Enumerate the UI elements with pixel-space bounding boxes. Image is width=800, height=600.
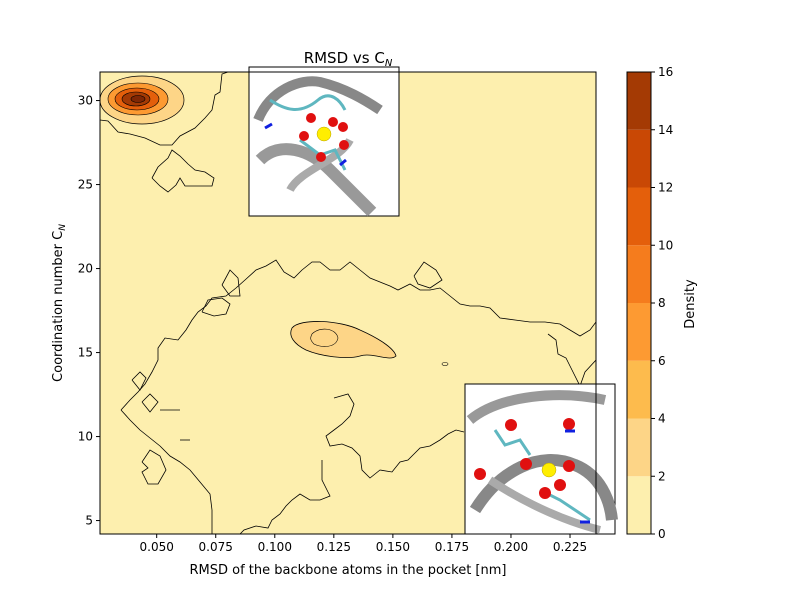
ribbon-1	[253, 76, 383, 123]
metal-ion	[541, 462, 557, 478]
oxygen-atom	[338, 122, 348, 132]
contour-island-2	[201, 297, 231, 317]
colorbar-tick-label: 2	[658, 469, 666, 483]
nitrogen-bond	[339, 158, 347, 167]
peak-1-contour-outline	[100, 75, 185, 125]
molecular-structure-bottom-right	[464, 383, 618, 535]
oxygen-atom	[328, 117, 338, 127]
contour-line-main	[120, 409, 213, 534]
colorbar: 0 2 4 6 8 10 12 14 16	[626, 65, 673, 541]
colorbar-segment	[627, 360, 651, 419]
metal-ion	[316, 126, 332, 142]
x-tick-label: 0.050	[140, 540, 174, 554]
oxygen-atom	[539, 487, 551, 499]
ribbon-6	[487, 476, 601, 534]
oxygen-atom	[339, 140, 349, 150]
y-axis-label: Coordination number CN	[51, 224, 68, 382]
colorbar-segment	[627, 245, 651, 303]
peak-1-contour-5	[130, 95, 146, 103]
molecular-structure-top	[248, 66, 400, 217]
x-tick-label: 0.200	[494, 540, 528, 554]
colorbar-tick-label: 10	[658, 238, 673, 252]
x-tick-label: 0.125	[317, 540, 351, 554]
colorbar-tick-label: 0	[658, 527, 666, 541]
ribbon-4	[466, 390, 607, 424]
sidechain-3	[493, 429, 532, 456]
sidechain-2	[299, 138, 347, 171]
y-tick-label: 20	[78, 262, 93, 276]
colorbar-segment	[627, 476, 651, 534]
contour-line-main-2	[120, 259, 596, 411]
y-tick-label: 5	[85, 514, 93, 528]
colorbar-label: Density	[683, 279, 698, 329]
x-tick-label: 0.075	[199, 540, 233, 554]
x-tick-label: 0.100	[258, 540, 292, 554]
oxygen-atom	[554, 479, 566, 491]
oxygen-atom	[474, 468, 486, 480]
ribbon-2	[255, 143, 377, 217]
oxygen-atom	[520, 458, 532, 470]
peak-2-contour-2	[310, 328, 339, 347]
contour-line-lower-2	[325, 393, 465, 479]
plot-area	[99, 66, 618, 535]
x-tick-label: 0.175	[435, 540, 469, 554]
colorbar-tick-label: 14	[658, 123, 673, 137]
x-axis-label: RMSD of the backbone atoms in the pocket…	[190, 563, 507, 578]
contour-island-top	[151, 149, 215, 193]
contour-island-4	[131, 371, 147, 391]
sidechain-1	[269, 94, 347, 111]
y-tick-label: 30	[78, 94, 93, 108]
nitrogen-bond	[264, 122, 273, 130]
oxygen-atom	[316, 152, 326, 162]
contour-tiny	[441, 362, 449, 366]
colorbar-tick-label: 4	[658, 412, 666, 426]
colorbar-segment	[627, 129, 651, 188]
y-tick-label: 25	[78, 178, 93, 192]
contour-line-right	[547, 333, 596, 388]
chart-title: RMSD vs CN	[304, 49, 393, 69]
contour-island-1	[221, 269, 241, 297]
colorbar-tick-label: 16	[658, 65, 673, 79]
contour-island-6	[141, 449, 167, 485]
colorbar-tick-label: 12	[658, 181, 673, 195]
plot-frame	[99, 71, 597, 535]
colorbar-segment	[627, 418, 651, 477]
y-tick-label: 15	[78, 346, 93, 360]
colorbar-segment	[627, 187, 651, 246]
y-axis: 5 10 15 20 25 30	[78, 94, 100, 528]
colorbar-tick-label: 6	[658, 354, 666, 368]
y-tick-label: 10	[78, 430, 93, 444]
colorbar-tick-label: 8	[658, 296, 666, 310]
oxygen-atom	[563, 418, 575, 430]
x-axis: 0.050 0.075 0.100 0.125 0.150 0.175 0.200 0.225	[140, 534, 587, 554]
oxygen-atom	[306, 113, 316, 123]
colorbar-segment	[627, 72, 651, 130]
oxygen-atom	[505, 419, 517, 431]
contour-layer	[100, 72, 596, 534]
contour-island-3	[413, 261, 443, 289]
oxygen-atom	[563, 460, 575, 472]
colorbar-segment	[627, 303, 651, 361]
x-tick-label: 0.150	[376, 540, 410, 554]
oxygen-atom	[299, 131, 309, 141]
contour-island-5	[141, 393, 159, 413]
contour-line-lower	[239, 460, 331, 534]
contour-line-top	[100, 72, 229, 146]
x-tick-label: 0.225	[553, 540, 587, 554]
